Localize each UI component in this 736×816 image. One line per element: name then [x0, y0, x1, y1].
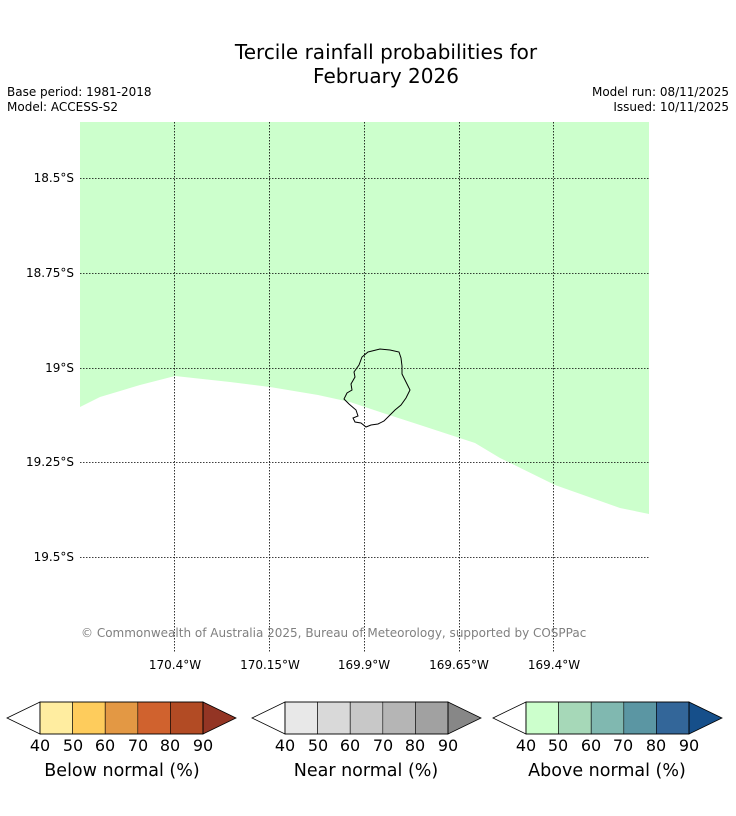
colorbar-tick: 40	[29, 736, 51, 755]
colorbar-tick: 80	[159, 736, 181, 755]
colorbar-segment	[137, 701, 171, 735]
colorbar-segment	[656, 701, 690, 735]
longitude-label: 169.65°W	[429, 658, 489, 672]
colorbar-label-below-normal: Below normal (%)	[44, 761, 200, 781]
colorbar-segment	[382, 701, 416, 735]
colorbar-segment	[39, 701, 73, 735]
colorbar-segment	[415, 701, 449, 735]
colorbar-outline	[39, 701, 204, 735]
colorbar-over-extension	[447, 701, 482, 735]
colorbar-under-extension	[6, 701, 41, 735]
colorbar-tick: 60	[94, 736, 116, 755]
latitude-label: 19.5°S	[33, 550, 74, 564]
issued-text: Issued: 10/11/2025	[613, 100, 729, 114]
latitude-label: 19.25°S	[26, 455, 74, 469]
colorbar-tick: 40	[274, 736, 296, 755]
colorbar-over-extension	[688, 701, 723, 735]
colorbar-segment	[349, 701, 384, 735]
colorbar-segment	[590, 701, 625, 735]
colorbar-segment	[72, 701, 106, 735]
colorbar-outline	[284, 701, 449, 735]
model-text: Model: ACCESS-S2	[7, 100, 119, 114]
colorbar-tick: 70	[612, 736, 634, 755]
map-title-line-1: Tercile rainfall probabilities for	[234, 40, 538, 64]
colorbar-outline	[525, 701, 690, 735]
colorbar-tick: 60	[580, 736, 602, 755]
colorbar-segments	[284, 701, 449, 735]
latitude-label: 19°S	[45, 361, 74, 375]
colorbar-tick: 90	[437, 736, 459, 755]
colorbar-tick: 50	[307, 736, 329, 755]
colorbar-near-normal	[251, 701, 482, 735]
colorbar-segments	[39, 701, 204, 735]
colorbar-tick: 70	[372, 736, 394, 755]
longitude-gridlines	[174, 122, 554, 652]
niue-island-coastline	[343, 348, 411, 428]
colorbar-tick: 50	[547, 736, 569, 755]
latitude-gridlines	[80, 178, 649, 558]
colorbar-segment	[623, 701, 657, 735]
colorbar-segment	[525, 701, 559, 735]
colorbar-segment	[317, 701, 351, 735]
longitude-label: 169.9°W	[337, 658, 391, 672]
colorbar-segment	[284, 701, 318, 735]
colorbar-tick: 70	[127, 736, 149, 755]
base-period-text: Base period: 1981-2018	[7, 85, 152, 99]
colorbar-tick: 90	[192, 736, 214, 755]
colorbar-tick: 50	[62, 736, 84, 755]
colorbar-under-extension	[492, 701, 527, 735]
colorbar-segment	[170, 701, 204, 735]
colorbar-tick: 80	[645, 736, 667, 755]
map-title-line-2: February 2026	[313, 64, 459, 88]
copyright-text: © Commonwealth of Australia 2025, Bureau…	[81, 626, 587, 640]
colorbar-segment	[104, 701, 139, 735]
metadata-right: Model run: 08/11/2025 Issued: 10/11/2025	[592, 85, 729, 115]
colorbar-label-near-normal: Near normal (%)	[293, 761, 439, 781]
colorbar-segments	[525, 701, 690, 735]
colorbar-over-extension	[202, 701, 237, 735]
colorbar-above-normal	[492, 701, 723, 735]
colorbar-tick: 90	[678, 736, 700, 755]
colorbar-segment	[558, 701, 592, 735]
colorbar-under-extension	[251, 701, 286, 735]
colorbar-below-normal	[6, 701, 237, 735]
longitude-label: 169.4°W	[527, 658, 581, 672]
colorbar-label-above-normal: Above normal (%)	[528, 761, 686, 781]
metadata-left: Base period: 1981-2018 Model: ACCESS-S2	[7, 85, 152, 115]
latitude-label: 18.5°S	[33, 171, 74, 185]
longitude-label: 170.4°W	[148, 658, 202, 672]
colorbar-tick: 40	[515, 736, 537, 755]
latitude-label: 18.75°S	[26, 266, 74, 280]
longitude-label: 170.15°W	[240, 658, 300, 672]
colorbar-tick: 80	[404, 736, 426, 755]
model-run-text: Model run: 08/11/2025	[591, 85, 729, 99]
colorbar-tick: 60	[339, 736, 361, 755]
